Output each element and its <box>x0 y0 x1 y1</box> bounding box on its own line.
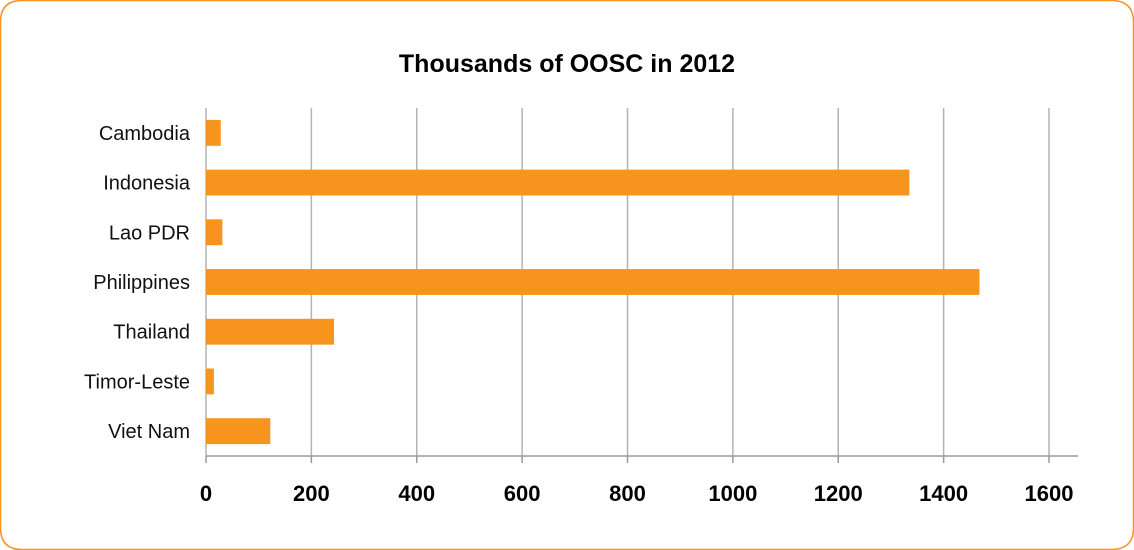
category-label: Philippines <box>93 272 190 294</box>
chart-title: Thousands of OOSC in 2012 <box>399 50 735 78</box>
x-tick-label: 1400 <box>919 481 968 506</box>
bars <box>206 119 980 445</box>
x-tick-label: 1600 <box>1025 481 1074 506</box>
x-tick-label: 200 <box>293 481 330 506</box>
x-tick-label: 600 <box>504 481 541 506</box>
bar <box>206 269 980 295</box>
category-label: Lao PDR <box>109 222 190 244</box>
x-tick-label: 400 <box>398 481 435 506</box>
category-label: Viet Nam <box>108 421 190 443</box>
category-labels: Cambodia Indonesia Lao PDR Philippines Thail… <box>84 123 191 443</box>
bar <box>206 368 214 395</box>
category-label: Cambodia <box>99 123 191 145</box>
bar <box>206 169 910 196</box>
x-tick-label: 800 <box>609 481 646 506</box>
x-tick-labels: 0 200 400 600 800 1000 1200 1400 1600 <box>200 481 1074 506</box>
x-tick-label: 1200 <box>814 481 863 506</box>
bar <box>206 119 221 146</box>
x-tick-label: 1000 <box>708 481 757 506</box>
bar <box>206 219 223 246</box>
category-label: Indonesia <box>103 173 191 195</box>
category-label: Timor-Leste <box>84 371 190 393</box>
bar <box>206 318 335 345</box>
bar <box>206 418 271 445</box>
x-tick-label: 0 <box>200 481 212 506</box>
category-label: Thailand <box>113 322 190 344</box>
